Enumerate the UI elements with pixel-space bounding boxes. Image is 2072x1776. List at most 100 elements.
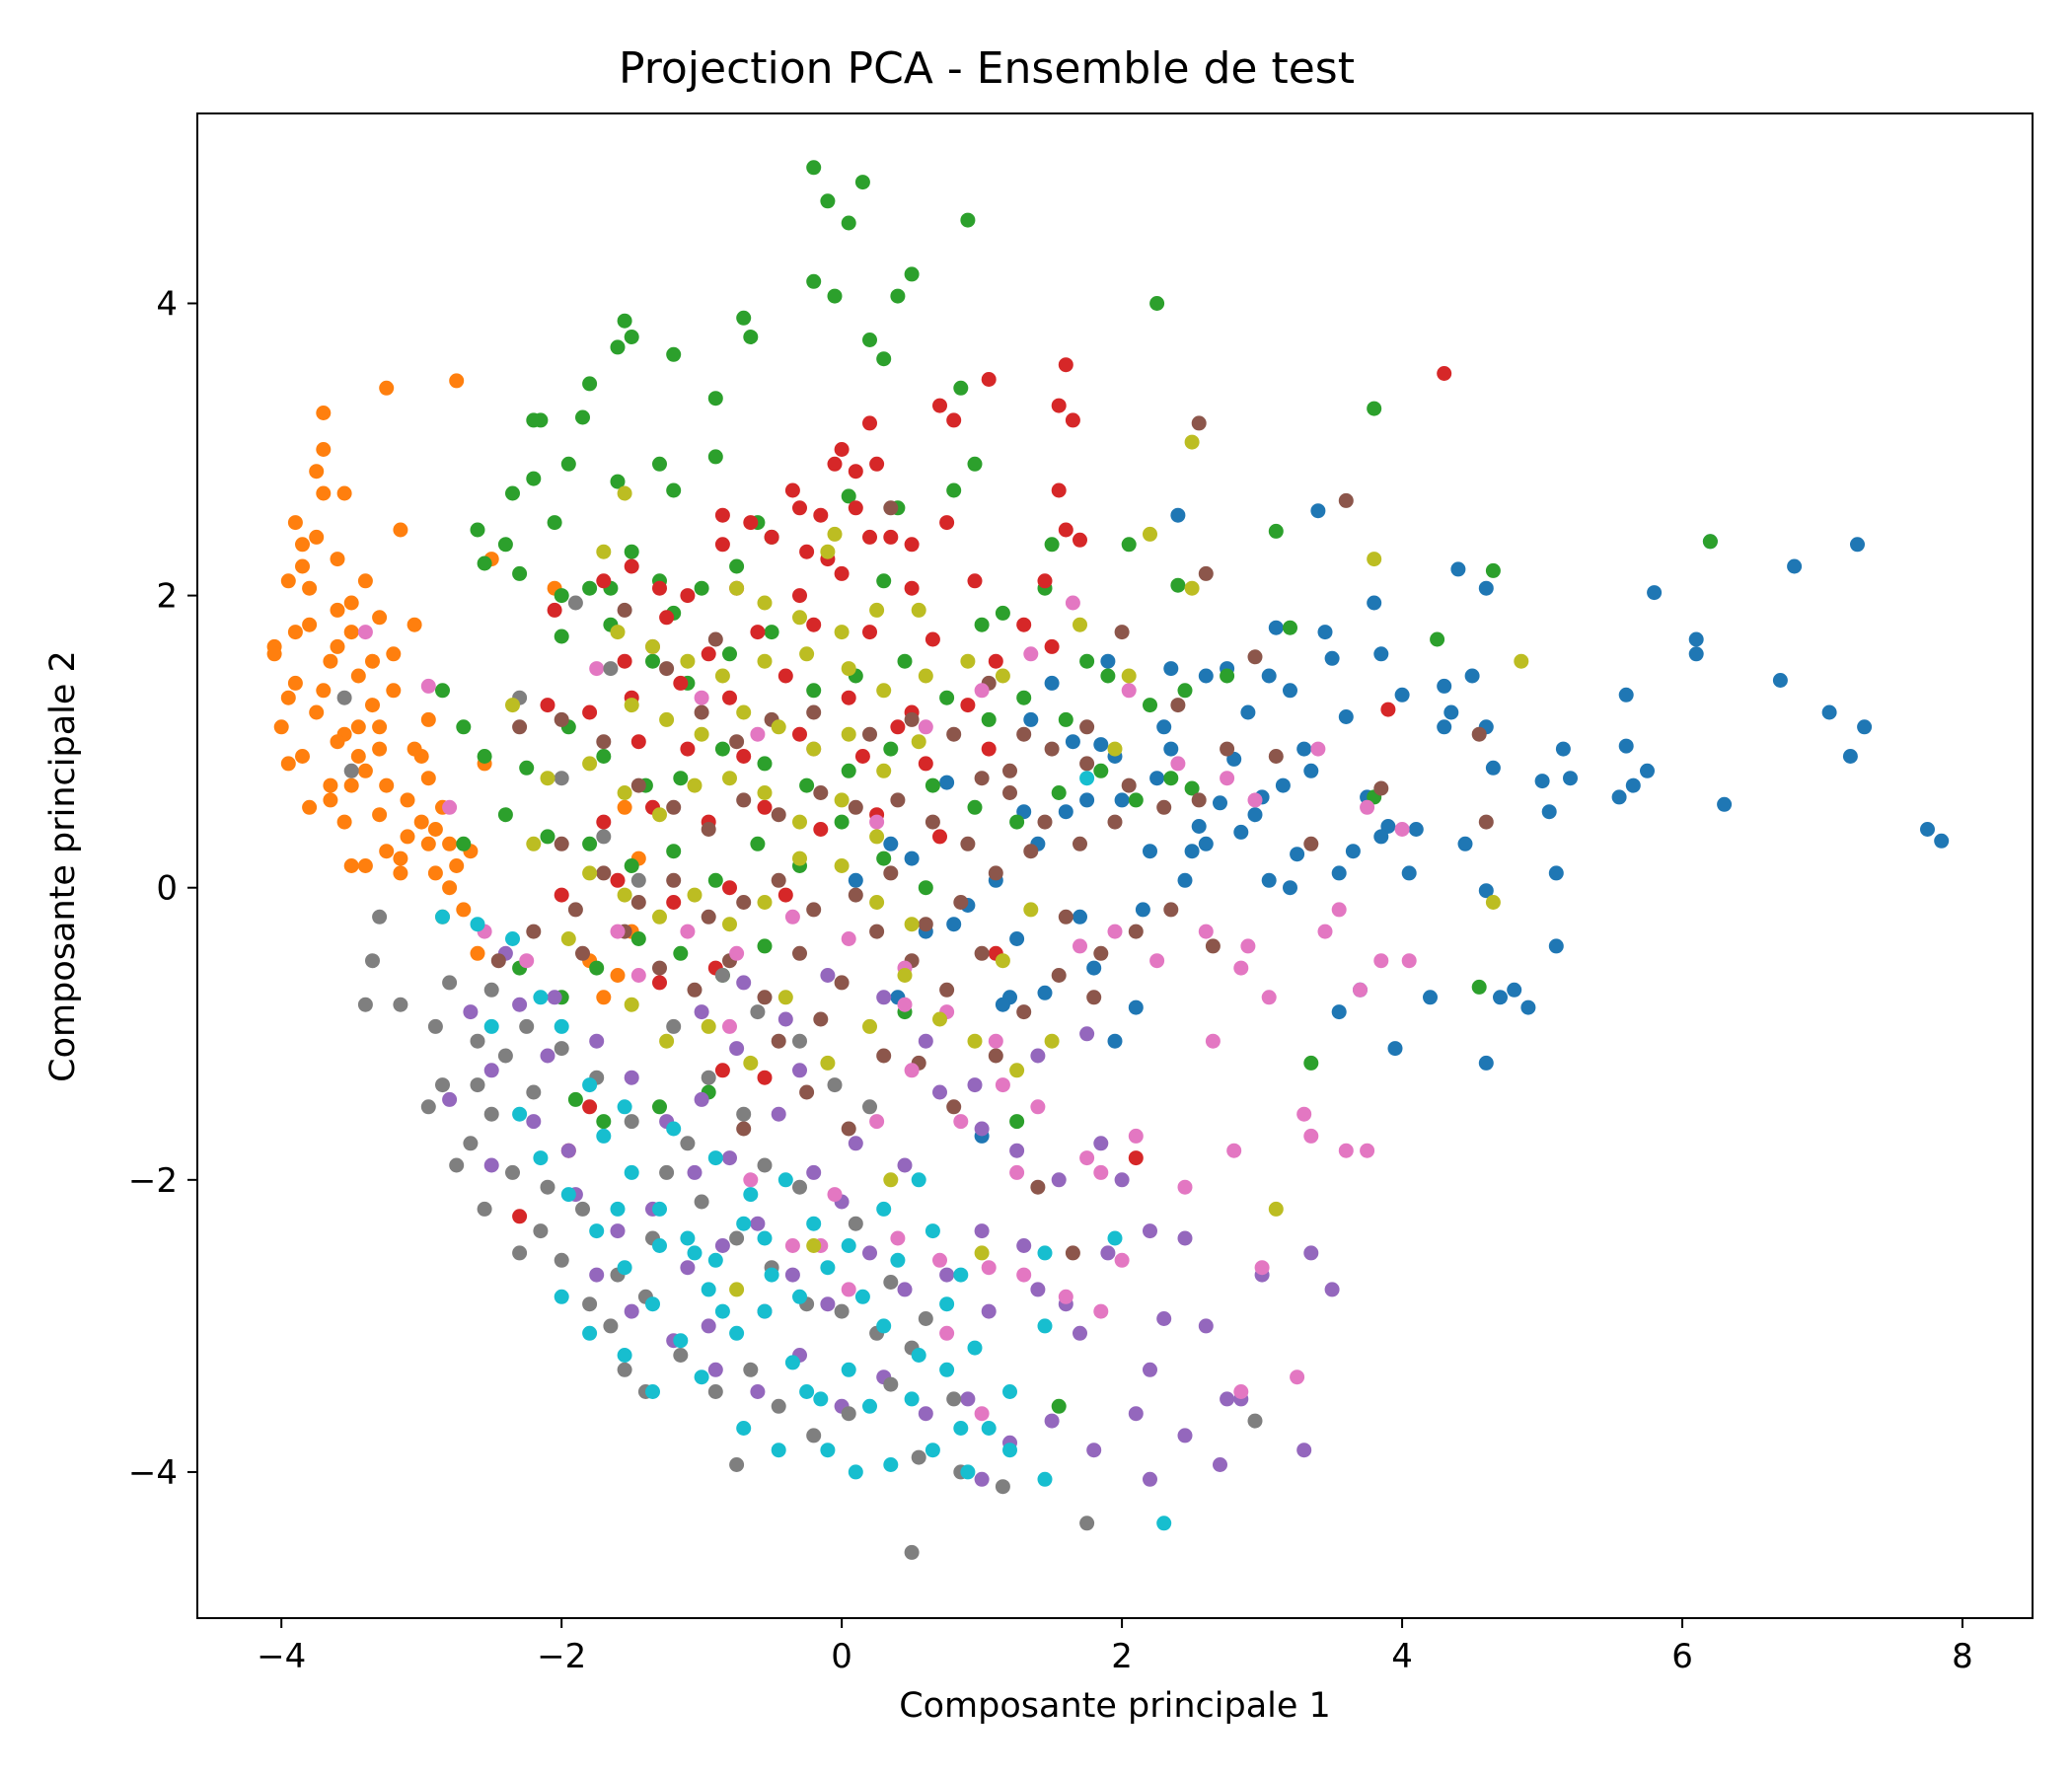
scatter-point	[714, 1063, 730, 1078]
scatter-point	[1247, 807, 1263, 823]
scatter-point	[722, 771, 737, 786]
scatter-point	[336, 690, 352, 705]
scatter-point	[1717, 796, 1733, 812]
series-5	[442, 945, 1340, 1487]
scatter-point	[1290, 847, 1305, 862]
scatter-point	[1009, 1063, 1025, 1078]
scatter-point	[1143, 844, 1157, 859]
scatter-point	[869, 814, 885, 830]
scatter-point	[497, 537, 513, 553]
scatter-point	[1170, 756, 1186, 772]
scatter-point	[848, 799, 863, 815]
scatter-point	[897, 968, 913, 983]
scatter-point	[624, 544, 639, 559]
scatter-point	[680, 1136, 696, 1151]
scatter-point	[1493, 990, 1508, 1005]
scatter-point	[1478, 1055, 1494, 1071]
scatter-point	[330, 734, 345, 750]
scatter-point	[343, 777, 359, 793]
scatter-point	[673, 1333, 689, 1349]
scatter-point	[729, 580, 745, 596]
scatter-point	[722, 690, 737, 705]
scatter-point	[350, 719, 366, 735]
scatter-point	[729, 1325, 745, 1341]
scatter-point	[330, 552, 345, 567]
scatter-point	[1373, 829, 1389, 845]
scatter-point	[1205, 938, 1221, 954]
scatter-point	[1857, 719, 1873, 735]
scatter-point	[694, 690, 709, 705]
scatter-point	[694, 1004, 709, 1020]
scatter-point	[834, 565, 850, 581]
scatter-point	[813, 822, 829, 837]
scatter-point	[995, 1077, 1010, 1093]
scatter-point	[533, 990, 549, 1005]
scatter-point	[967, 1033, 983, 1049]
scatter-point	[372, 610, 388, 626]
scatter-point	[743, 515, 759, 531]
scatter-point	[714, 968, 730, 983]
scatter-point	[350, 668, 366, 684]
scatter-point	[988, 653, 1003, 669]
scatter-point	[820, 1055, 836, 1071]
scatter-point	[420, 711, 436, 727]
scatter-point	[287, 515, 303, 531]
scatter-point	[974, 1471, 990, 1487]
scatter-point	[610, 968, 626, 983]
scatter-point	[1261, 990, 1277, 1005]
scatter-point	[953, 1267, 969, 1283]
scatter-point	[707, 1384, 723, 1399]
scatter-point	[1303, 1055, 1319, 1071]
scatter-point	[1051, 398, 1067, 413]
scatter-point	[680, 924, 696, 939]
scatter-point	[526, 1114, 542, 1130]
scatter-point	[1016, 726, 1032, 742]
scatter-point	[483, 1157, 499, 1173]
scatter-point	[1478, 580, 1494, 596]
scatter-point	[652, 456, 667, 472]
scatter-point	[771, 1033, 786, 1049]
scatter-point	[1555, 741, 1571, 757]
scatter-point	[666, 346, 682, 362]
scatter-point	[792, 851, 807, 866]
scatter-point	[771, 719, 786, 735]
scatter-point	[435, 1077, 450, 1093]
scatter-point	[1548, 865, 1564, 881]
scatter-point	[1121, 668, 1137, 684]
scatter-point	[757, 653, 773, 669]
scatter-point	[519, 1018, 535, 1034]
scatter-point	[743, 330, 759, 344]
scatter-point	[316, 683, 332, 699]
scatter-point	[932, 1011, 947, 1027]
scatter-point	[792, 1063, 807, 1078]
scatter-point	[981, 372, 997, 387]
scatter-point	[1093, 737, 1109, 753]
scatter-point	[1156, 799, 1172, 815]
scatter-point	[365, 653, 380, 669]
scatter-point	[1058, 1289, 1073, 1304]
scatter-point	[757, 990, 773, 1005]
scatter-point	[995, 953, 1010, 969]
series-2	[266, 373, 646, 1005]
scatter-point	[420, 836, 436, 851]
scatter-point	[869, 895, 885, 910]
scatter-point	[617, 602, 632, 618]
scatter-point	[834, 442, 850, 457]
scatter-point	[1268, 523, 1284, 539]
scatter-point	[736, 749, 752, 764]
scatter-point	[603, 661, 619, 677]
scatter-point	[736, 704, 752, 720]
scatter-point	[630, 931, 646, 946]
scatter-point	[869, 829, 885, 845]
scatter-point	[777, 887, 793, 903]
scatter-point	[1821, 704, 1837, 720]
scatter-point	[652, 975, 667, 991]
scatter-point	[1360, 799, 1375, 815]
scatter-point	[736, 792, 752, 808]
scatter-point	[666, 844, 682, 859]
scatter-point	[1198, 1318, 1214, 1334]
scatter-point	[777, 1011, 793, 1027]
scatter-point	[960, 653, 976, 669]
scatter-point	[596, 1128, 612, 1144]
scatter-point	[854, 1289, 870, 1304]
